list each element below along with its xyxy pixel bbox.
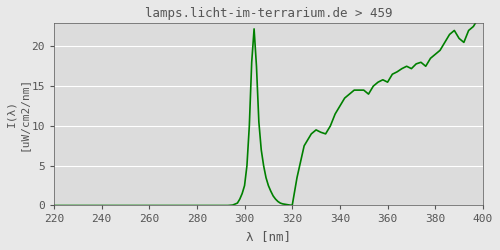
X-axis label: λ [nm]: λ [nm] [246,230,291,243]
Title: lamps.licht-im-terrarium.de > 459: lamps.licht-im-terrarium.de > 459 [144,7,392,20]
Y-axis label: I(λ)
[uW/cm2/nm]: I(λ) [uW/cm2/nm] [7,77,28,151]
